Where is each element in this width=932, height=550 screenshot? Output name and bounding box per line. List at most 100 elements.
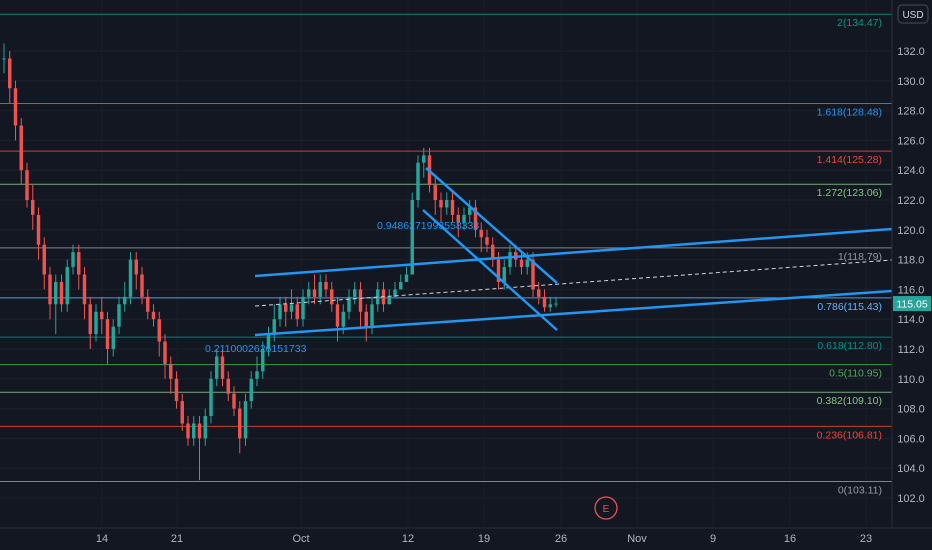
candle xyxy=(404,267,409,282)
candle xyxy=(542,289,547,312)
time-tick-label: 9 xyxy=(710,533,716,545)
candle xyxy=(278,296,282,327)
candle xyxy=(399,274,403,290)
candle xyxy=(71,244,75,275)
candle xyxy=(215,349,219,387)
mid-channel-line[interactable] xyxy=(254,259,893,307)
candle xyxy=(485,229,489,253)
candle xyxy=(238,401,242,454)
candle xyxy=(134,252,138,290)
price-tick-label: 132.0 xyxy=(897,46,925,58)
price-tick-label: 104.0 xyxy=(897,463,925,475)
candle xyxy=(8,51,12,104)
time-tick-label: Oct xyxy=(292,533,309,545)
price-tick-label: 118.0 xyxy=(898,255,925,267)
candle xyxy=(312,274,317,305)
candle xyxy=(410,192,414,275)
price-tick-label: 114.0 xyxy=(898,314,925,326)
candle xyxy=(186,416,190,446)
fib-level-label: 0.618(112.80) xyxy=(817,340,882,352)
candle xyxy=(387,289,391,305)
fib-level-label: 0(103.11) xyxy=(838,484,882,496)
candle xyxy=(163,334,167,379)
candle xyxy=(554,296,558,308)
price-tick-label: 108.0 xyxy=(897,404,925,416)
candle xyxy=(439,192,443,223)
last-price-badge: 115.05 xyxy=(893,296,931,312)
candle xyxy=(330,281,334,312)
candle xyxy=(249,371,253,409)
lower-channel-line[interactable] xyxy=(254,289,893,337)
candle xyxy=(13,80,18,141)
candle xyxy=(479,222,483,253)
candle xyxy=(473,200,478,238)
candle xyxy=(548,296,552,312)
candle xyxy=(65,259,69,312)
fibonacci-extension[interactable]: 0(103.11) 0.236(106.81) 0.382(109.10) 0.5(1… xyxy=(0,13,892,496)
candle xyxy=(111,319,115,357)
candle xyxy=(284,296,288,327)
candle xyxy=(531,252,535,297)
time-tick-label: 14 xyxy=(96,533,108,545)
candle xyxy=(157,311,161,357)
candle xyxy=(94,304,98,342)
down-channel-lower[interactable] xyxy=(422,209,558,331)
fib-level-label: 0.786(115.43) xyxy=(817,301,882,313)
candle xyxy=(128,252,133,305)
upper-channel-line[interactable] xyxy=(254,227,893,278)
candle xyxy=(174,371,179,409)
candle xyxy=(203,408,207,446)
candle xyxy=(393,281,397,297)
trend-channels[interactable] xyxy=(254,167,893,337)
annotation-left: 0.2110002626151733 xyxy=(205,343,307,355)
candle xyxy=(450,192,455,223)
price-tick-label: 110.0 xyxy=(898,374,925,386)
candle xyxy=(364,304,368,342)
time-axis[interactable]: 14 21 Oct 12 19 26 Nov 9 16 23 xyxy=(96,533,872,545)
candle xyxy=(105,311,110,364)
candle xyxy=(376,281,380,312)
candle xyxy=(456,207,460,238)
fib-level-label: 0.5(110.95) xyxy=(829,368,882,380)
candle xyxy=(209,371,213,424)
fib-level-label: 1.414(125.28) xyxy=(817,154,882,166)
candle xyxy=(19,118,23,186)
candle xyxy=(82,267,87,320)
candle xyxy=(295,296,299,327)
grid xyxy=(0,50,892,499)
price-tick-label: 106.0 xyxy=(897,433,925,445)
candle xyxy=(318,274,322,305)
fib-level-label: 0.382(109.10) xyxy=(817,395,882,407)
earnings-marker[interactable]: E xyxy=(594,496,618,520)
candle xyxy=(324,274,328,297)
candle xyxy=(462,207,466,230)
candle xyxy=(358,281,363,327)
fib-level-label: 1.272(123.06) xyxy=(817,187,882,199)
candle xyxy=(197,416,202,481)
candle xyxy=(261,341,265,379)
fib-level-label: 1(118.79) xyxy=(838,251,882,263)
currency-badge[interactable]: USD xyxy=(897,4,929,24)
price-axis-background xyxy=(892,0,932,528)
candle xyxy=(54,274,58,335)
candle xyxy=(151,304,156,327)
time-tick-label: 19 xyxy=(478,533,490,545)
price-tick-label: 120.0 xyxy=(897,225,925,237)
candle xyxy=(232,386,236,417)
candle xyxy=(42,237,46,290)
price-axis[interactable]: 102.0 104.0 106.0 108.0 110.0 112.0 114.0 116.0… xyxy=(897,46,925,505)
down-channel-upper[interactable] xyxy=(425,167,558,284)
candle xyxy=(226,371,230,402)
candle xyxy=(100,296,104,335)
candle xyxy=(192,416,196,446)
candle xyxy=(347,289,351,320)
candle xyxy=(220,349,225,387)
candle xyxy=(289,289,294,320)
candle xyxy=(31,185,35,230)
price-tick-label: 122.0 xyxy=(897,195,925,207)
candle xyxy=(491,237,495,268)
earnings-label: E xyxy=(603,504,610,515)
time-tick-label: 26 xyxy=(555,533,567,545)
